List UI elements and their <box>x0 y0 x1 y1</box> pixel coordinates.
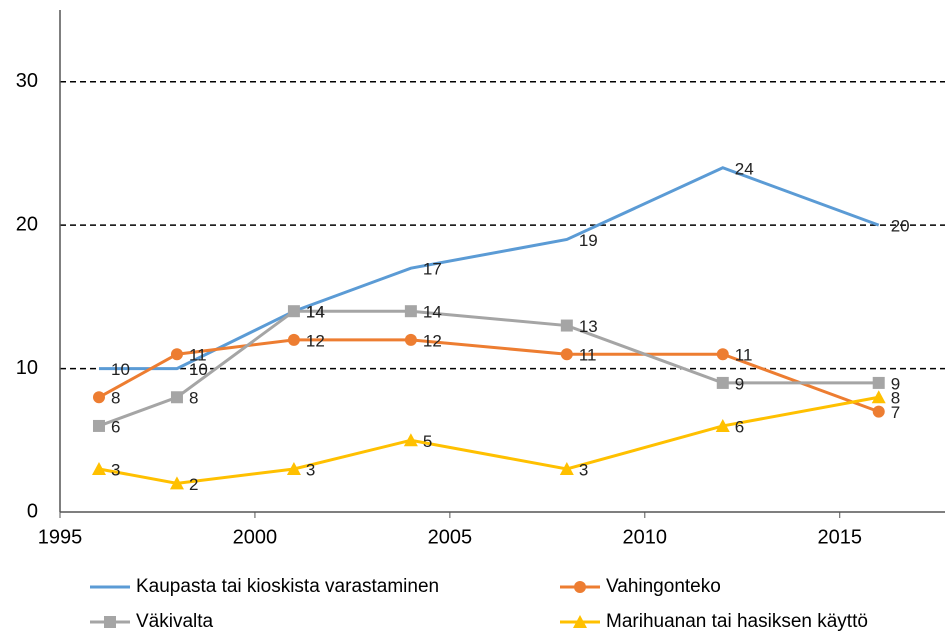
data-label: 2 <box>189 475 198 494</box>
data-label: 11 <box>735 346 753 365</box>
marker <box>560 348 573 361</box>
marker <box>403 433 418 447</box>
marker <box>92 391 105 404</box>
data-label: 11 <box>189 346 207 365</box>
marker <box>559 461 574 475</box>
x-tick-label: 1995 <box>38 526 83 548</box>
y-tick-label: 20 <box>16 213 38 235</box>
marker <box>560 319 573 332</box>
marker <box>104 616 116 628</box>
data-label: 7 <box>891 403 900 422</box>
legend-label: Marihuanan tai hasiksen käyttö <box>606 611 868 632</box>
marker <box>287 305 300 318</box>
data-label: 9 <box>891 374 900 393</box>
marker <box>92 419 105 432</box>
marker <box>872 376 885 389</box>
marker <box>170 391 183 404</box>
y-tick-label: 30 <box>16 70 38 92</box>
data-label: 10 <box>189 360 208 379</box>
data-label: 13 <box>579 317 598 336</box>
x-tick-label: 2010 <box>623 526 668 548</box>
marker <box>404 305 417 318</box>
x-tick-label: 2000 <box>233 526 278 548</box>
series-line <box>98 166 880 371</box>
x-tick-label: 2015 <box>817 526 862 548</box>
data-label: 12 <box>306 331 325 350</box>
data-label: 24 <box>735 159 754 178</box>
data-label: 8 <box>189 389 198 408</box>
data-label: 3 <box>306 460 315 479</box>
legend-label: Vahingonteko <box>606 576 721 597</box>
marker <box>169 476 184 490</box>
data-label: 20 <box>891 217 910 236</box>
data-label: 9 <box>735 374 744 393</box>
data-label: 5 <box>423 432 432 451</box>
x-tick-label: 2005 <box>428 526 473 548</box>
marker <box>91 461 106 475</box>
data-label: 19 <box>579 231 598 250</box>
y-tick-label: 10 <box>16 357 38 379</box>
marker <box>872 405 885 418</box>
marker <box>170 348 183 361</box>
marker <box>715 418 730 432</box>
data-label: 14 <box>306 303 325 322</box>
data-label: 8 <box>111 389 120 408</box>
y-tick-label: 0 <box>27 500 38 522</box>
marker <box>573 615 587 628</box>
data-label: 6 <box>735 417 744 436</box>
data-label: 12 <box>423 331 442 350</box>
marker <box>716 348 729 361</box>
marker <box>286 461 301 475</box>
series-line <box>98 338 880 414</box>
data-label: 6 <box>111 417 120 436</box>
legend-label: Kaupasta tai kioskista varastaminen <box>136 576 439 597</box>
data-label: 8 <box>891 389 900 408</box>
data-label: 14 <box>306 303 325 322</box>
marker <box>574 581 586 593</box>
marker <box>716 376 729 389</box>
marker <box>404 333 417 346</box>
data-label: 17 <box>423 260 442 279</box>
marker <box>871 390 886 404</box>
marker <box>287 333 300 346</box>
data-label: 11 <box>579 346 597 365</box>
data-label: 10 <box>111 360 130 379</box>
data-label: 3 <box>579 460 588 479</box>
legend-label: Väkivalta <box>136 611 214 632</box>
data-label: 3 <box>111 460 120 479</box>
data-label: 14 <box>423 303 442 322</box>
series-line <box>98 395 879 485</box>
